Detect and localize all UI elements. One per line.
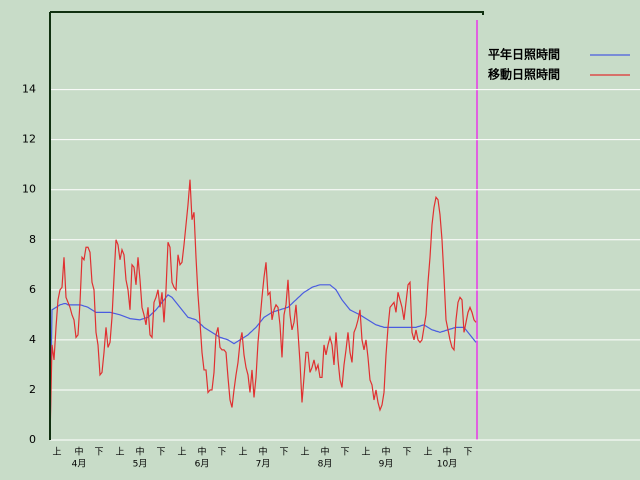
x-tick-label: 下 <box>279 448 288 458</box>
legend-label: 平年日照時間 <box>488 47 560 62</box>
month-label: 7月 <box>256 459 271 470</box>
x-tick-label: 上 <box>300 447 309 458</box>
x-tick-label: 下 <box>402 448 411 458</box>
y-tick-label: 4 <box>29 333 36 346</box>
y-tick-label: 6 <box>29 283 36 296</box>
y-tick-label: 14 <box>22 83 36 96</box>
legend-label: 移動日照時間 <box>488 67 560 82</box>
x-tick-label: 中 <box>442 446 451 458</box>
x-tick-label: 上 <box>238 447 247 458</box>
month-label: 5月 <box>133 459 148 470</box>
x-tick-label: 上 <box>177 447 186 458</box>
x-tick-label: 中 <box>258 446 267 458</box>
x-tick-label: 上 <box>361 447 370 458</box>
x-tick-label: 下 <box>156 448 165 458</box>
month-label: 6月 <box>195 459 210 470</box>
y-tick-label: 2 <box>29 383 36 396</box>
y-tick-label: 12 <box>22 133 36 146</box>
x-tick-label: 上 <box>52 447 61 458</box>
x-tick-label: 上 <box>115 447 124 458</box>
x-tick-label: 下 <box>463 448 472 458</box>
x-tick-label: 中 <box>74 446 83 458</box>
y-tick-label: 10 <box>22 183 36 196</box>
x-tick-label: 中 <box>197 446 206 458</box>
series-line <box>49 284 477 441</box>
month-label: 8月 <box>318 459 333 470</box>
x-tick-label: 中 <box>381 446 390 458</box>
x-tick-label: 中 <box>320 446 329 458</box>
series-line <box>49 179 477 441</box>
x-tick-label: 中 <box>135 446 144 458</box>
x-tick-label: 下 <box>217 448 226 458</box>
y-tick-label: 8 <box>29 233 36 246</box>
x-tick-label: 下 <box>94 448 103 458</box>
month-label: 9月 <box>379 459 394 470</box>
y-tick-label: 0 <box>29 433 36 446</box>
x-tick-label: 下 <box>340 448 349 458</box>
x-tick-label: 上 <box>423 447 432 458</box>
month-label: 10月 <box>437 459 457 470</box>
month-label: 4月 <box>72 459 87 470</box>
